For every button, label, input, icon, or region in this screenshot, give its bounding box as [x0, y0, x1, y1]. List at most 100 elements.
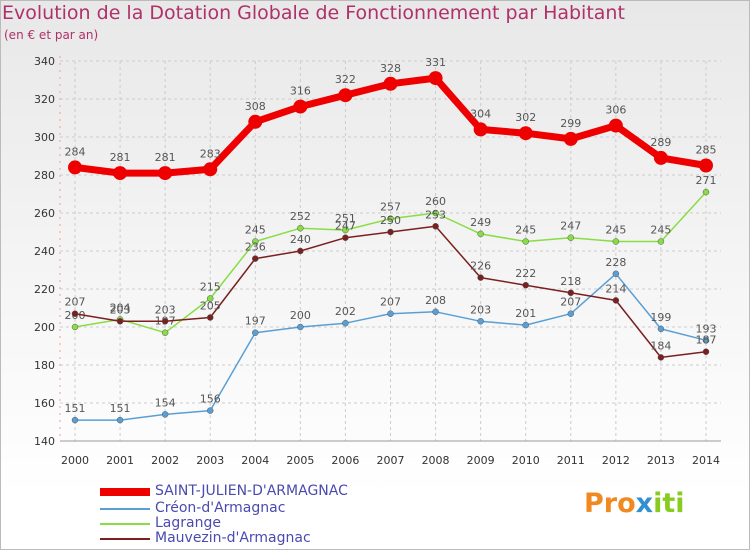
- data-label: 260: [425, 195, 446, 208]
- data-point: [522, 281, 529, 289]
- y-tick-label: 240: [34, 245, 55, 258]
- data-label: 252: [290, 210, 311, 223]
- data-label: 316: [290, 85, 311, 98]
- data-label: 289: [650, 136, 671, 149]
- data-point: [161, 411, 169, 418]
- data-point: [71, 310, 79, 317]
- data-point: [252, 329, 259, 336]
- data-label: 228: [605, 256, 626, 269]
- y-tick-label: 280: [34, 169, 55, 182]
- data-label: 247: [335, 220, 356, 233]
- data-point: [342, 234, 349, 241]
- x-tick-label: 2009: [467, 454, 495, 467]
- data-point: [387, 228, 394, 236]
- data-point: [432, 223, 439, 230]
- data-label: 222: [515, 267, 536, 280]
- x-tick-label: 2007: [377, 454, 405, 467]
- data-point: [206, 314, 214, 321]
- data-label: 240: [290, 233, 311, 246]
- data-point: [161, 329, 169, 336]
- data-point: [203, 162, 218, 177]
- data-label: 205: [200, 300, 221, 313]
- data-point: [297, 323, 304, 331]
- data-label: 226: [470, 260, 491, 273]
- data-label: 197: [245, 315, 266, 328]
- data-label: 203: [155, 303, 176, 316]
- data-point: [158, 166, 173, 181]
- data-label: 204: [110, 301, 131, 314]
- data-point: [206, 295, 214, 302]
- data-point: [338, 88, 353, 103]
- data-point: [612, 270, 620, 278]
- data-label: 236: [245, 241, 266, 254]
- x-tick-label: 2005: [286, 454, 314, 467]
- data-point: [116, 318, 124, 325]
- legend-swatch: [100, 523, 150, 525]
- data-label: 281: [155, 151, 176, 164]
- data-label: 247: [560, 220, 581, 233]
- x-tick-label: 2006: [331, 454, 359, 467]
- data-point: [702, 188, 710, 196]
- data-label: 281: [110, 151, 131, 164]
- x-tick-label: 2000: [61, 454, 89, 467]
- legend-label: SAINT-JULIEN-D'ARMAGNAC: [155, 483, 348, 499]
- data-label: 257: [380, 201, 401, 214]
- data-label: 245: [650, 224, 671, 237]
- chart-subtitle: (en € et par an): [4, 28, 99, 42]
- data-point: [477, 274, 484, 281]
- y-tick-label: 180: [34, 359, 55, 372]
- data-label: 245: [245, 224, 266, 237]
- y-tick-label: 260: [34, 207, 55, 220]
- x-tick-label: 2012: [602, 454, 630, 467]
- chart-title: Evolution de la Dotation Globale de Fonc…: [2, 2, 625, 24]
- x-tick-label: 2001: [106, 454, 134, 467]
- x-tick-label: 2008: [422, 454, 450, 467]
- data-label: 207: [560, 296, 581, 309]
- data-label: 251: [335, 212, 356, 225]
- y-tick-label: 340: [34, 55, 55, 68]
- data-label: 308: [245, 100, 266, 113]
- data-point: [522, 321, 529, 329]
- data-point: [612, 297, 620, 304]
- data-point: [248, 114, 263, 129]
- data-label: 283: [200, 147, 221, 160]
- x-tick-label: 2010: [512, 454, 540, 467]
- data-label: 271: [696, 174, 717, 187]
- y-tick-label: 220: [34, 283, 55, 296]
- data-point: [206, 407, 214, 414]
- data-label: 193: [696, 322, 717, 335]
- data-label: 187: [696, 334, 717, 347]
- x-tick-label: 2004: [241, 454, 269, 467]
- data-label: 203: [470, 303, 491, 316]
- data-point: [297, 247, 304, 255]
- data-label: 151: [65, 402, 86, 415]
- data-point: [383, 76, 398, 91]
- data-point: [428, 71, 443, 86]
- legend-swatch: [100, 488, 150, 496]
- y-tick-label: 200: [34, 321, 55, 334]
- legend-swatch: [100, 538, 150, 540]
- data-point: [68, 160, 82, 175]
- data-point: [477, 318, 484, 325]
- data-point: [387, 310, 394, 317]
- data-label: 331: [425, 56, 446, 69]
- proxiti-logo: Proxiti: [584, 488, 685, 519]
- data-point: [342, 226, 349, 234]
- legend-label: Mauvezin-d'Armagnac: [155, 530, 311, 546]
- data-point: [653, 150, 668, 165]
- data-point: [702, 348, 710, 355]
- data-label: 207: [65, 296, 86, 309]
- x-tick-label: 2013: [647, 454, 675, 467]
- legend-label: Créon-d'Armagnac: [155, 500, 286, 516]
- data-point: [563, 131, 578, 146]
- data-point: [608, 118, 623, 133]
- data-point: [699, 158, 713, 173]
- x-tick-label: 2011: [557, 454, 585, 467]
- data-point: [567, 310, 575, 317]
- data-label: 284: [65, 145, 86, 158]
- y-tick-label: 320: [34, 93, 55, 106]
- data-point: [612, 238, 620, 245]
- data-label: 207: [380, 296, 401, 309]
- data-label: 184: [650, 339, 671, 352]
- data-point: [432, 209, 439, 217]
